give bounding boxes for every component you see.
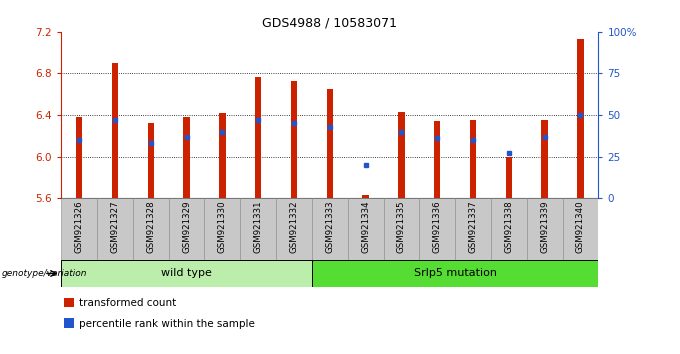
- Bar: [65, 297, 74, 307]
- Text: GSM921333: GSM921333: [325, 201, 335, 253]
- Bar: [491, 198, 527, 260]
- Bar: [76, 117, 82, 198]
- Text: GSM921330: GSM921330: [218, 201, 227, 253]
- Bar: [455, 198, 491, 260]
- Bar: [541, 120, 548, 198]
- Text: GSM921328: GSM921328: [146, 201, 155, 253]
- Bar: [169, 198, 205, 260]
- Text: transformed count: transformed count: [79, 298, 176, 308]
- Text: GSM921334: GSM921334: [361, 201, 370, 253]
- Bar: [219, 113, 226, 198]
- Text: genotype/variation: genotype/variation: [1, 269, 87, 278]
- Text: GSM921326: GSM921326: [75, 201, 84, 253]
- Bar: [148, 124, 154, 198]
- Bar: [97, 198, 133, 260]
- Bar: [65, 318, 74, 328]
- Bar: [205, 198, 240, 260]
- Bar: [362, 195, 369, 198]
- Bar: [291, 81, 297, 198]
- Bar: [326, 89, 333, 198]
- Bar: [276, 198, 312, 260]
- Bar: [506, 157, 512, 198]
- Bar: [420, 198, 455, 260]
- Bar: [562, 198, 598, 260]
- Bar: [312, 198, 347, 260]
- Bar: [470, 120, 476, 198]
- Text: GSM921337: GSM921337: [469, 201, 477, 253]
- Text: GSM921336: GSM921336: [432, 201, 442, 253]
- Bar: [434, 121, 441, 198]
- Text: GSM921335: GSM921335: [397, 201, 406, 253]
- Bar: [133, 198, 169, 260]
- Bar: [61, 260, 312, 287]
- Text: Srlp5 mutation: Srlp5 mutation: [413, 268, 496, 279]
- Text: GSM921327: GSM921327: [110, 201, 120, 253]
- Text: GSM921331: GSM921331: [254, 201, 262, 253]
- Bar: [527, 198, 562, 260]
- Text: GSM921332: GSM921332: [290, 201, 299, 253]
- Bar: [347, 198, 384, 260]
- Bar: [312, 260, 598, 287]
- Title: GDS4988 / 10583071: GDS4988 / 10583071: [262, 16, 397, 29]
- Bar: [61, 198, 97, 260]
- Text: percentile rank within the sample: percentile rank within the sample: [79, 319, 255, 329]
- Bar: [384, 198, 420, 260]
- Bar: [255, 76, 261, 198]
- Bar: [240, 198, 276, 260]
- Text: GSM921338: GSM921338: [505, 201, 513, 253]
- Text: wild type: wild type: [161, 268, 212, 279]
- Text: GSM921340: GSM921340: [576, 201, 585, 253]
- Bar: [112, 63, 118, 198]
- Bar: [184, 117, 190, 198]
- Bar: [398, 112, 405, 198]
- Bar: [577, 39, 583, 198]
- Text: GSM921329: GSM921329: [182, 201, 191, 253]
- Text: GSM921339: GSM921339: [540, 201, 549, 253]
